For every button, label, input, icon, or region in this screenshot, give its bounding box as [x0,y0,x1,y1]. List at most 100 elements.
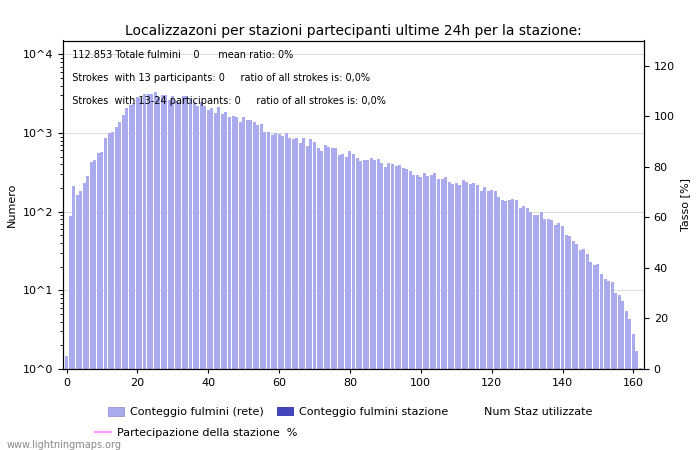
Bar [444,177,447,450]
Bar [232,116,235,450]
Bar [295,138,298,450]
Bar [632,334,635,450]
Bar [256,126,260,450]
Bar [494,191,497,450]
Bar [639,368,642,450]
Bar [582,249,585,450]
Bar [384,167,387,450]
Bar [522,206,525,450]
Title: Localizzazoni per stazioni partecipanti ultime 24h per la stazione:: Localizzazoni per stazioni partecipanti … [125,24,582,38]
Bar [270,135,274,450]
Bar [132,104,135,450]
Bar [529,212,532,450]
Bar [500,200,504,450]
Bar [161,95,164,450]
Bar [342,153,344,450]
Bar [610,282,614,450]
Bar [452,184,454,450]
Bar [540,212,542,450]
Bar [554,225,557,450]
Bar [172,96,174,450]
Bar [79,191,82,450]
Bar [168,100,171,450]
Bar [278,134,281,450]
Bar [143,94,146,450]
Bar [186,96,188,450]
Legend: Conteggio fulmini (rete), Conteggio fulmini stazione, Num Staz utilizzate: Conteggio fulmini (rete), Conteggio fulm… [106,405,594,420]
Bar [398,165,401,450]
Bar [575,244,578,450]
Bar [239,122,241,450]
Bar [69,216,71,450]
Bar [210,108,214,450]
Bar [320,151,323,450]
Bar [104,138,107,450]
Bar [330,148,334,450]
Bar [603,279,606,450]
Bar [146,94,150,450]
Bar [586,254,589,450]
Bar [182,95,185,450]
Bar [72,186,75,450]
Bar [299,143,302,450]
Bar [366,161,369,450]
Bar [433,173,437,450]
Bar [122,115,125,450]
Bar [561,226,564,450]
Bar [356,158,358,450]
Bar [466,181,468,450]
Bar [267,132,270,450]
Bar [338,155,341,450]
Bar [129,105,132,450]
Bar [409,171,412,450]
Bar [281,136,284,450]
Bar [136,98,139,450]
Bar [621,301,624,450]
Bar [469,184,472,450]
Bar [288,138,291,450]
Bar [412,175,415,450]
Bar [480,191,482,450]
Bar [323,145,327,450]
Bar [363,160,365,450]
Bar [557,223,561,450]
Bar [515,200,518,450]
Bar [97,153,100,450]
Bar [536,215,539,450]
Bar [249,120,252,450]
Bar [246,120,248,450]
Bar [335,148,337,450]
Text: 112.853 Totale fulmini    0      mean ratio: 0%: 112.853 Totale fulmini 0 mean ratio: 0% [66,50,293,60]
Bar [118,122,121,450]
Bar [430,175,433,450]
Bar [462,180,465,450]
Bar [199,102,203,450]
Bar [285,133,288,450]
Y-axis label: Numero: Numero [7,183,18,227]
Bar [373,160,377,450]
Bar [437,179,440,450]
Text: www.lightningmaps.org: www.lightningmaps.org [7,440,122,450]
Bar [157,97,160,450]
Bar [447,182,451,450]
Bar [458,185,461,450]
Bar [568,236,571,450]
Bar [629,319,631,450]
Bar [111,132,114,450]
Bar [206,110,210,450]
Bar [497,197,500,450]
Bar [352,154,355,450]
Bar [476,185,479,450]
Bar [327,147,330,450]
Bar [292,139,295,450]
Bar [377,159,380,450]
Text: Strokes  with 13 participants: 0     ratio of all strokes is: 0,0%: Strokes with 13 participants: 0 ratio of… [66,73,370,83]
Bar [316,148,320,450]
Bar [189,98,192,450]
Bar [486,191,489,450]
Bar [90,162,93,450]
Bar [260,124,263,450]
Bar [221,114,224,450]
Bar [483,187,486,450]
Bar [108,133,111,450]
